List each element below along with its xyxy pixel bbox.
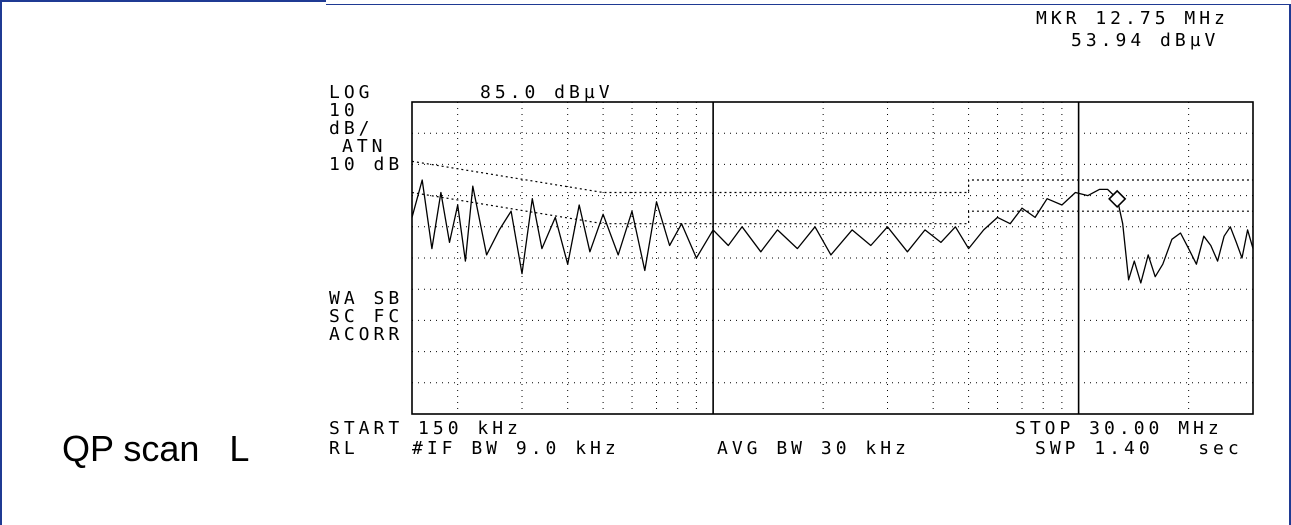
sweep-time-label: SWP 1.40 sec xyxy=(1035,438,1243,459)
reference-level-footer: RL xyxy=(329,438,359,459)
frame-left-border xyxy=(0,0,2,525)
avg-bandwidth-label: AVG BW 30 kHz xyxy=(717,438,910,459)
if-bandwidth-label: #IF BW 9.0 kHz xyxy=(412,438,620,459)
wa-sb-label: WA SB xyxy=(329,288,404,309)
marker-diamond xyxy=(1108,189,1127,209)
reference-level-label: 85.0 dBµV xyxy=(480,82,614,103)
frame-top-border-right xyxy=(326,4,1291,5)
stop-frequency-label: STOP 30.00 MHz xyxy=(1015,418,1223,439)
div-value-label: 10 xyxy=(329,100,359,121)
limit-line xyxy=(411,191,1253,225)
marker-frequency: MKR 12.75 MHz xyxy=(1036,8,1229,29)
marker-level: 53.94 dBµV xyxy=(1071,30,1220,51)
limit-line xyxy=(411,160,1253,194)
sc-fc-label: SC FC xyxy=(329,306,404,327)
frame-top-border xyxy=(0,0,326,2)
acorr-label: ACORR xyxy=(329,324,404,345)
spectrum-trace xyxy=(411,179,1254,284)
attenuation-value: 10 dB xyxy=(329,154,404,175)
frame-right-border xyxy=(1289,4,1291,525)
scale-mode-label: LOG xyxy=(329,82,374,103)
plot-frame xyxy=(411,101,1254,415)
div-unit-label: dB/ xyxy=(329,118,374,139)
start-frequency-label: START 150 kHz xyxy=(329,418,522,439)
scan-caption: QP scan L xyxy=(62,428,250,469)
attenuation-label: ATN xyxy=(342,136,387,157)
